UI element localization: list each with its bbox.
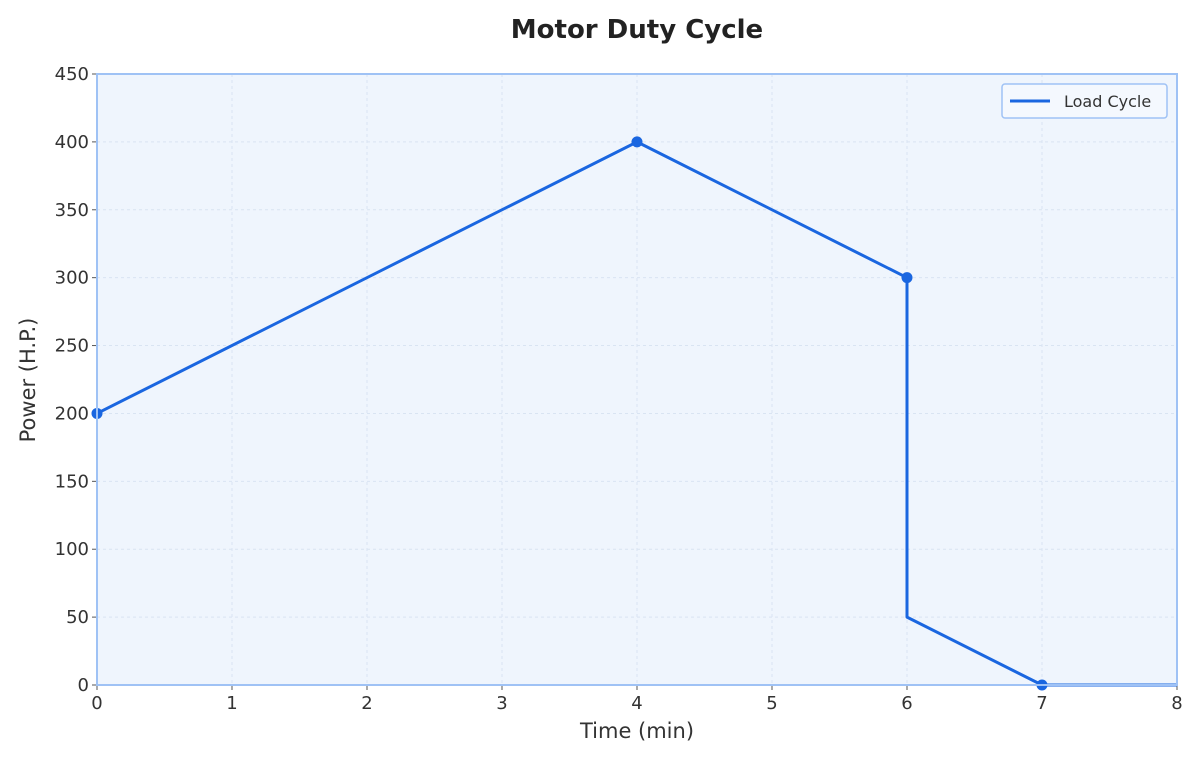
x-tick-label: 7 (1036, 693, 1047, 714)
y-axis-label: Power (H.P.) (16, 318, 40, 443)
x-tick-label: 5 (766, 693, 777, 714)
x-tick-label: 6 (901, 693, 912, 714)
y-tick-label: 400 (55, 132, 89, 153)
x-tick-label: 1 (226, 693, 237, 714)
plot-frame (96, 73, 1178, 686)
x-tick-label: 4 (631, 693, 642, 714)
plot-area: 0 1 2 3 4 5 6 7 8 0 50 100 150 200 250 300 350 400 450 Load… (55, 64, 1183, 714)
y-tick-label: 100 (55, 539, 89, 560)
legend-box (1001, 83, 1168, 119)
data-point (901, 272, 913, 284)
y-tick-label: 350 (55, 200, 89, 221)
data-point (631, 136, 643, 148)
y-tick-label: 150 (55, 471, 89, 492)
y-tick-label: 200 (55, 403, 89, 424)
x-axis-label: Time (min) (579, 719, 694, 743)
chart-title: Motor Duty Cycle (511, 15, 763, 45)
plot-background (97, 74, 1177, 685)
y-tick-label: 250 (55, 336, 89, 357)
y-tick-label: 450 (55, 64, 89, 85)
legend-label: Load Cycle (1064, 92, 1151, 111)
y-tick-label: 300 (55, 268, 89, 289)
y-tick-label: 50 (66, 607, 89, 628)
x-tick-label: 8 (1171, 693, 1182, 714)
y-tick-label: 0 (78, 675, 89, 696)
x-tick-label: 2 (361, 693, 372, 714)
x-tick-label: 3 (496, 693, 507, 714)
x-tick-label: 0 (91, 693, 102, 714)
